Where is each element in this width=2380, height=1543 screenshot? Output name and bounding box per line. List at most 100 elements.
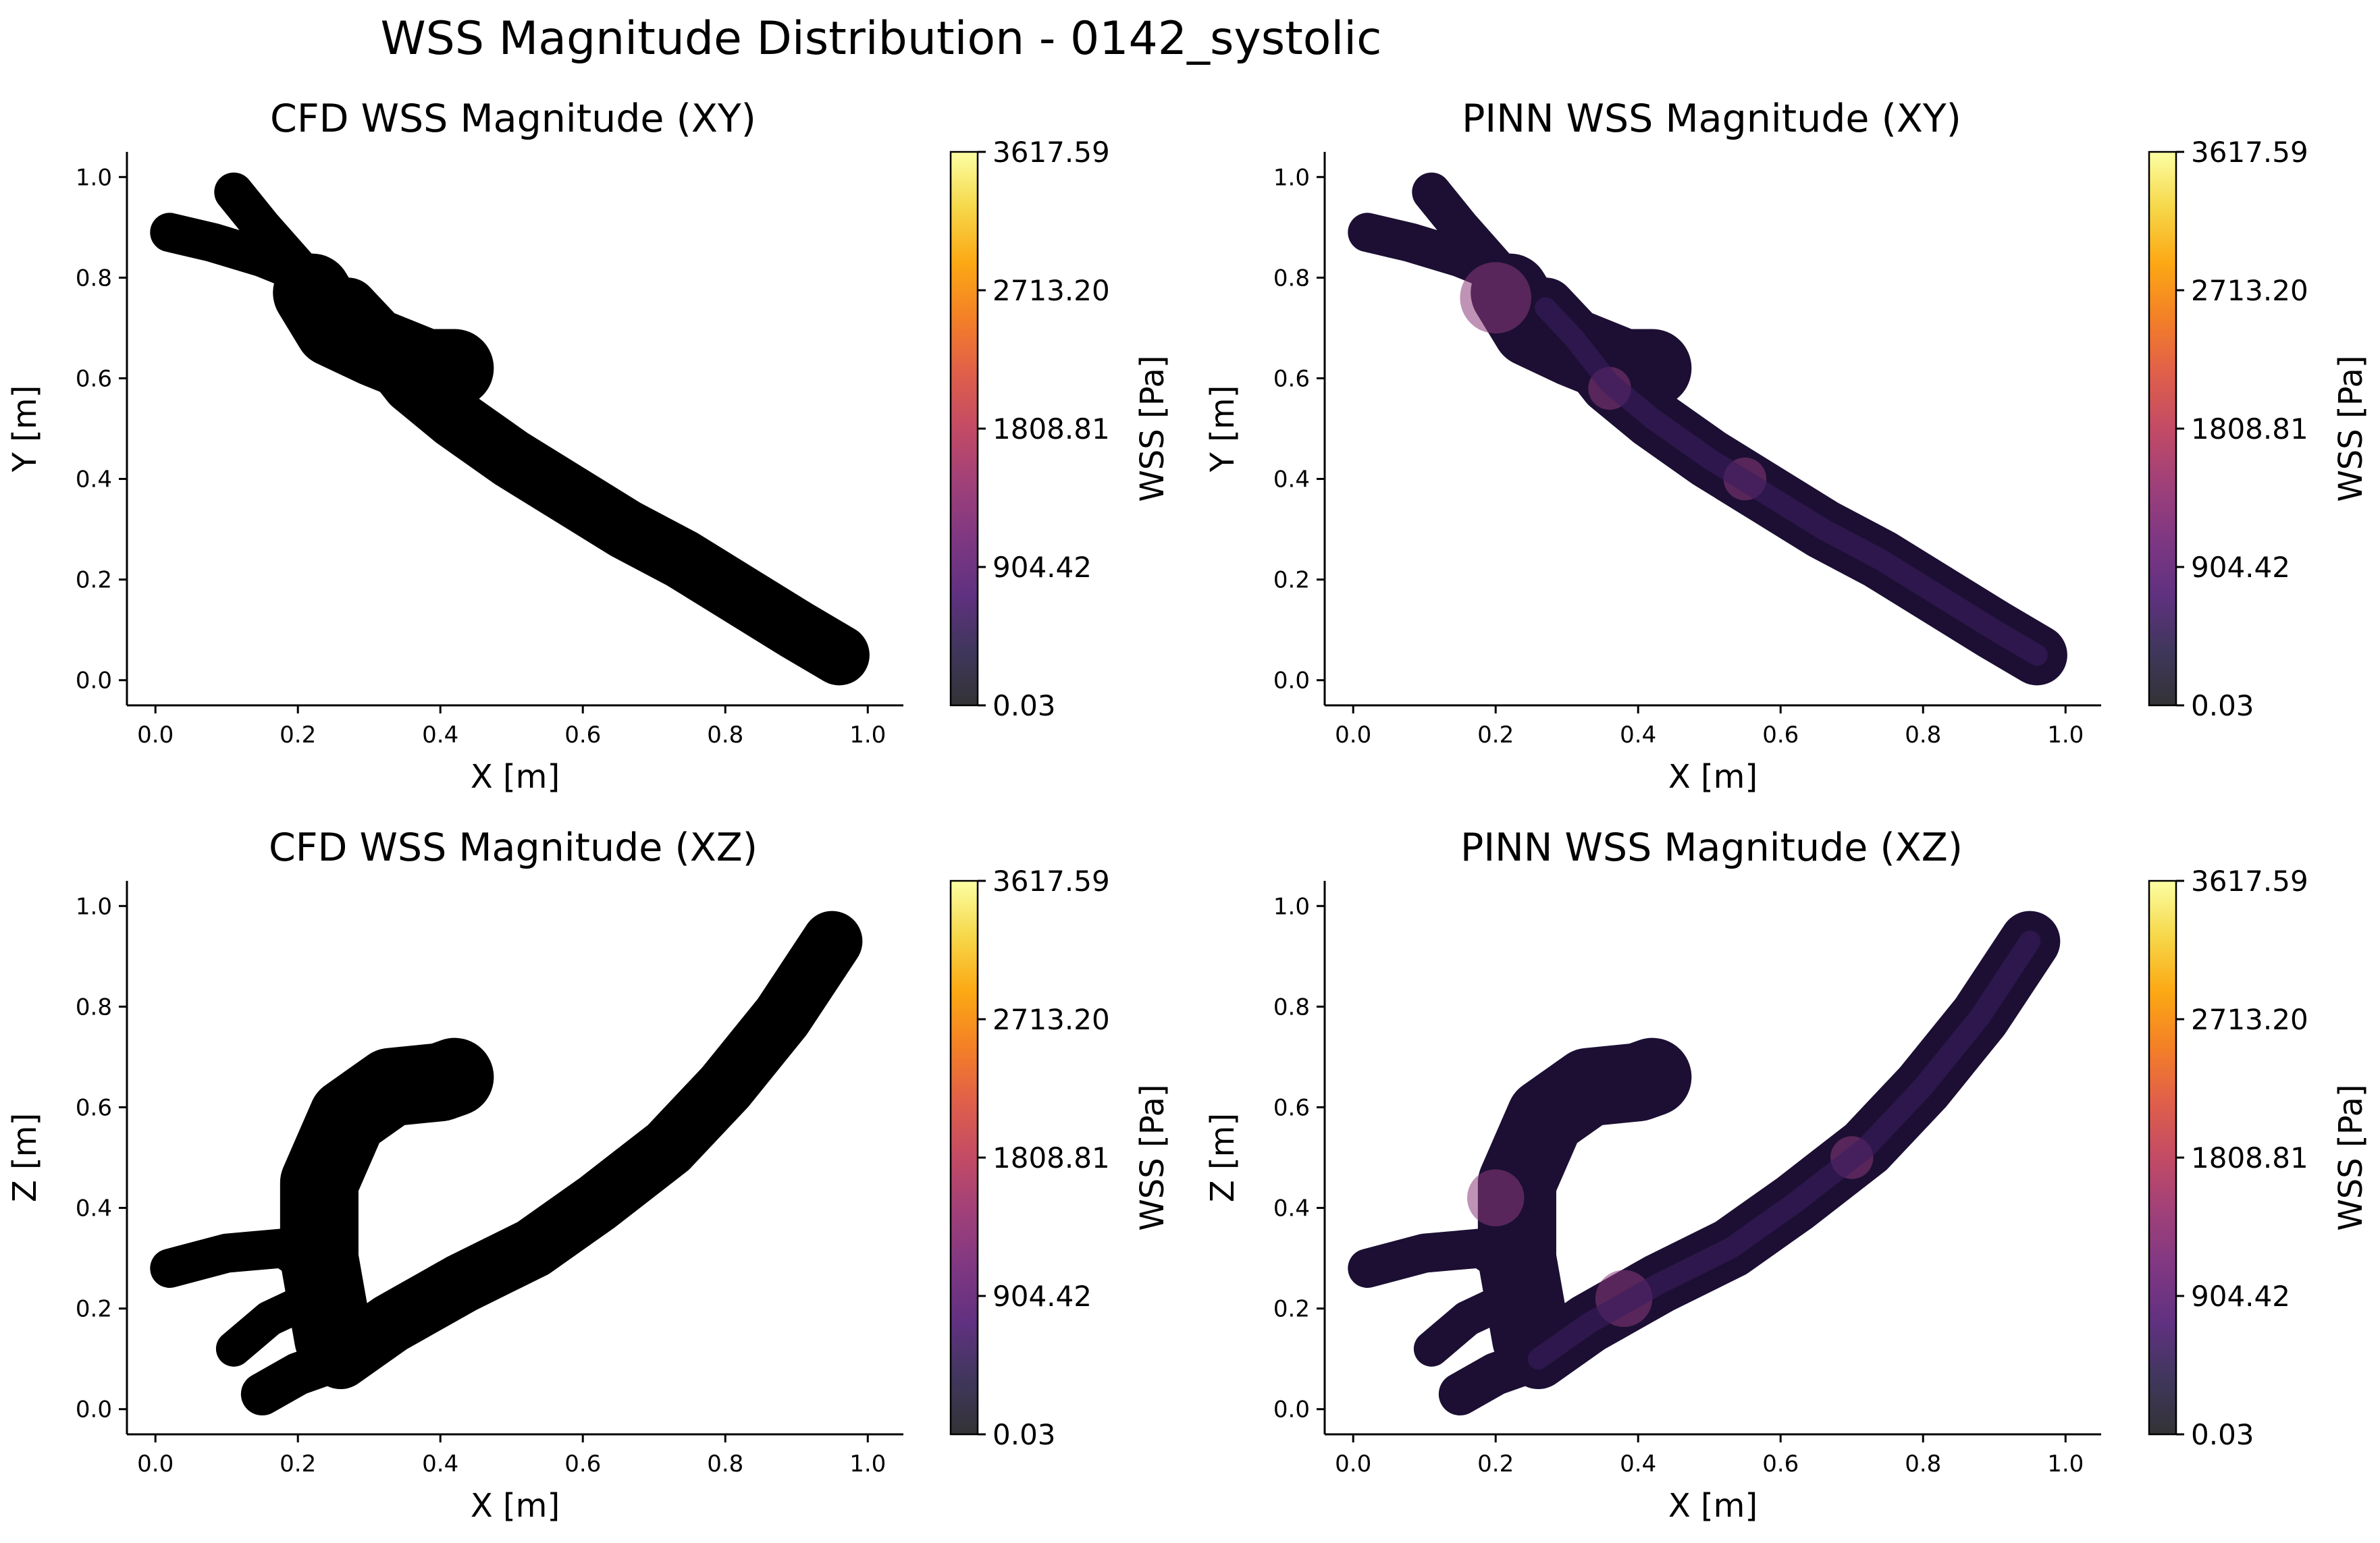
vessel-geometry [1348,911,2061,1416]
x-tick-label: 0.4 [422,722,458,749]
colorbar-tick-label: 2713.20 [993,1003,1110,1036]
colorbar-tick-label: 2713.20 [993,274,1110,307]
y-tick-label: 0.4 [76,1195,112,1222]
panel-cfd-xy: CFD WSS Magnitude (XY) 0.0 0.2 0.4 0.6 0.8 1.0… [6,97,1171,796]
x-tick-label: 0.0 [1335,1451,1371,1478]
panels: CFD WSS Magnitude (XY) 0.0 0.2 0.4 0.6 0.8 1.0… [6,97,2370,1525]
x-tick-label: 1.0 [2047,1451,2084,1478]
x-tick-label: 0.8 [707,722,743,749]
colorbar-tick-label: 904.42 [2191,1280,2290,1313]
x-tick-label: 0.2 [1477,1451,1514,1478]
x-tick-label: 0.6 [1762,1451,1799,1478]
wss-hotspot [1467,1169,1525,1226]
panel-cfd-xz: CFD WSS Magnitude (XZ) 0.0 0.2 0.4 0.6 0.8 1.0… [6,825,1171,1525]
x-tick-label: 1.0 [849,1451,886,1478]
colorbar-tick-label: 904.42 [993,551,1092,584]
colorbar-shade [2149,881,2176,1434]
x-tick-label: 0.6 [564,1451,601,1478]
colorbar-tick-label: 0.03 [993,689,1056,722]
colorbar-tick-label: 0.03 [2191,689,2254,722]
y-tick-label: 0.8 [1273,265,1310,292]
panel-pinn-xz: PINN WSS Magnitude (XZ) 0.0 0.2 0.4 0.6 0.8 1.… [1204,825,2370,1525]
figure-title: WSS Magnitude Distribution - 0142_systol… [380,12,1381,65]
colorbar: 0.03 904.42 1808.81 2713.20 3617.59 WSS [Pa] [2148,865,2370,1451]
y-tick-label: 0.2 [1273,1296,1310,1323]
panel-pinn-xy: PINN WSS Magnitude (XY) 0.0 0.2 0.4 0.6 0.8 1.… [1204,97,2370,796]
colorbar-tick-label: 3617.59 [2191,136,2308,169]
x-tick-label: 0.0 [1335,722,1371,749]
x-tick-label: 0.8 [1905,1451,1941,1478]
x-tick-label: 0.4 [1620,1451,1656,1478]
colorbar-label: WSS [Pa] [1134,355,1171,502]
panel-title: CFD WSS Magnitude (XY) [270,97,756,141]
wss-hotspot [1460,262,1532,333]
x-tick-label: 0.2 [280,722,316,749]
panel-title: PINN WSS Magnitude (XY) [1462,97,1961,141]
y-axis-label: Z [m] [6,1113,44,1202]
y-axis-label: Z [m] [1204,1113,1242,1202]
vessel-branch [273,253,494,408]
y-tick-label: 0.8 [76,994,112,1021]
panel-title: PINN WSS Magnitude (XZ) [1460,825,1963,870]
y-tick-label: 0.4 [1273,1195,1310,1222]
x-tick-label: 0.0 [137,722,174,749]
vessel-trunk [310,911,863,1390]
y-tick-label: 0.6 [1273,1094,1310,1121]
y-tick-label: 0.0 [76,668,112,695]
colorbar-label: WSS [Pa] [2332,355,2370,502]
x-axis-label: X [m] [1668,758,1757,796]
colorbar-tick-label: 1808.81 [993,1141,1110,1174]
vessel-branch [280,1037,494,1378]
colorbar: 0.03 904.42 1808.81 2713.20 3617.59 WSS [Pa] [949,865,1171,1451]
x-axis-label: X [m] [471,1487,560,1525]
y-tick-label: 0.8 [1273,994,1310,1021]
y-tick-label: 0.2 [76,1296,112,1323]
colorbar-shade [951,152,978,705]
x-tick-label: 0.8 [707,1451,743,1478]
colorbar-tick-label: 0.03 [2191,1418,2254,1451]
colorbar-tick-label: 2713.20 [2191,274,2308,307]
colorbar: 0.03 904.42 1808.81 2713.20 3617.59 WSS [Pa] [949,136,1171,722]
y-tick-label: 0.2 [1273,567,1310,594]
wss-band [1535,297,2048,666]
colorbar-shade [2149,152,2176,705]
colorbar-tick-label: 3617.59 [993,865,1110,898]
x-axis-label: X [m] [1668,1487,1757,1525]
colorbar-tick-label: 904.42 [993,1280,1092,1313]
x-tick-label: 0.2 [1477,722,1514,749]
y-axis-label: Y [m] [6,385,44,473]
y-tick-label: 0.0 [1273,1397,1310,1424]
colorbar-label: WSS [Pa] [2332,1084,2370,1230]
y-tick-label: 0.0 [76,1397,112,1424]
colorbar-tick-label: 904.42 [2191,551,2290,584]
colorbar: 0.03 904.42 1808.81 2713.20 3617.59 WSS [Pa] [2148,136,2370,722]
y-tick-label: 1.0 [1273,164,1310,191]
colorbar-tick-label: 1808.81 [2191,1141,2308,1174]
x-axis-label: X [m] [471,758,560,796]
x-tick-label: 0.6 [564,722,601,749]
colorbar-tick-label: 2713.20 [2191,1003,2308,1036]
vessel-geometry [150,911,863,1416]
x-tick-label: 1.0 [2047,722,2084,749]
x-tick-label: 0.6 [1762,722,1799,749]
colorbar-tick-label: 1808.81 [993,412,1110,445]
y-tick-label: 0.6 [76,365,112,392]
y-tick-label: 0.2 [76,567,112,594]
y-tick-label: 1.0 [76,164,112,191]
y-tick-label: 0.4 [1273,466,1310,493]
y-tick-label: 0.4 [76,466,112,493]
y-tick-label: 1.0 [76,893,112,920]
y-tick-label: 1.0 [1273,893,1310,920]
vessel-geometry [150,172,870,686]
vessel-branch [1477,1037,1692,1378]
y-tick-label: 0.6 [1273,365,1310,392]
colorbar-tick-label: 3617.59 [2191,865,2308,898]
y-tick-label: 0.6 [76,1094,112,1121]
colorbar-tick-label: 1808.81 [2191,412,2308,445]
colorbar-tick-label: 0.03 [993,1418,1056,1451]
vessel-geometry [1348,172,2067,686]
colorbar-label: WSS [Pa] [1134,1084,1171,1230]
x-tick-label: 1.0 [849,722,886,749]
x-tick-label: 0.0 [137,1451,174,1478]
